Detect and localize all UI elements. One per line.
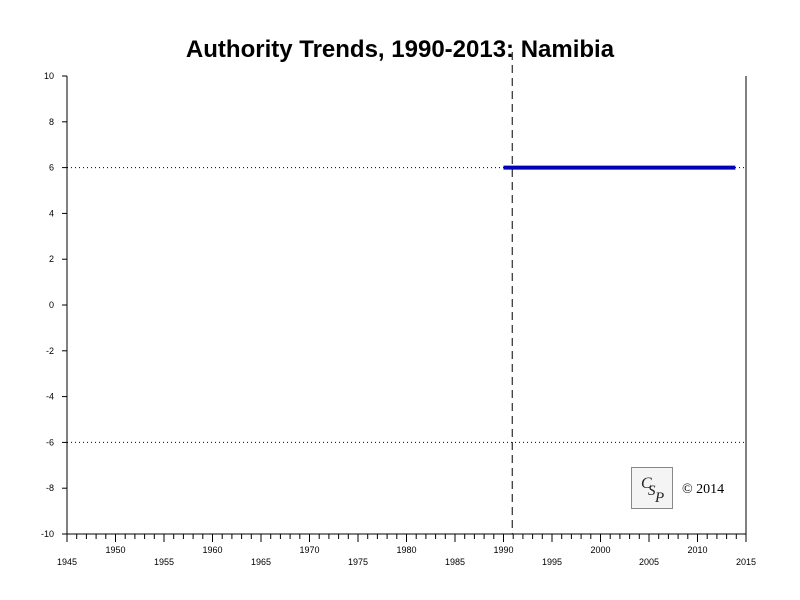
chart-title: Authority Trends, 1990-2013: Namibia: [185, 36, 615, 63]
x-tick-label: 1950: [105, 545, 125, 555]
x-tick-label: 1985: [445, 557, 465, 567]
y-tick-label: 6: [49, 163, 54, 173]
x-tick-label: 2010: [687, 545, 707, 555]
y-tick-label: 10: [44, 71, 54, 81]
y-tick-label: -2: [46, 346, 54, 356]
svg-text:P: P: [654, 490, 664, 506]
copyright-notice: © 2014: [682, 482, 725, 497]
svg-text:S: S: [648, 483, 656, 499]
y-tick-label: -6: [46, 437, 54, 447]
svg-text:C: C: [641, 475, 652, 492]
x-tick-label: 1945: [57, 557, 77, 567]
y-tick-label: -10: [41, 529, 54, 539]
x-tick-label: 1960: [202, 545, 222, 555]
y-tick-label: -4: [46, 392, 54, 402]
x-tick-label: 1980: [396, 545, 416, 555]
x-tick-label: 1955: [154, 557, 174, 567]
x-tick-label: 1965: [251, 557, 271, 567]
csp-logo: C S P: [631, 467, 673, 509]
y-tick-label: 2: [49, 254, 54, 264]
x-tick-label: 1990: [493, 545, 513, 555]
x-tick-label: 1995: [542, 557, 562, 567]
x-tick-label: 1975: [348, 557, 368, 567]
y-tick-label: 0: [49, 300, 54, 310]
x-tick-label: 1970: [299, 545, 319, 555]
x-tick-label: 2000: [590, 545, 610, 555]
x-tick-label: 2005: [639, 557, 659, 567]
y-tick-label: -8: [46, 483, 54, 493]
x-tick-label: 2015: [736, 557, 756, 567]
y-tick-label: 8: [49, 117, 54, 127]
y-tick-label: 4: [49, 208, 54, 218]
